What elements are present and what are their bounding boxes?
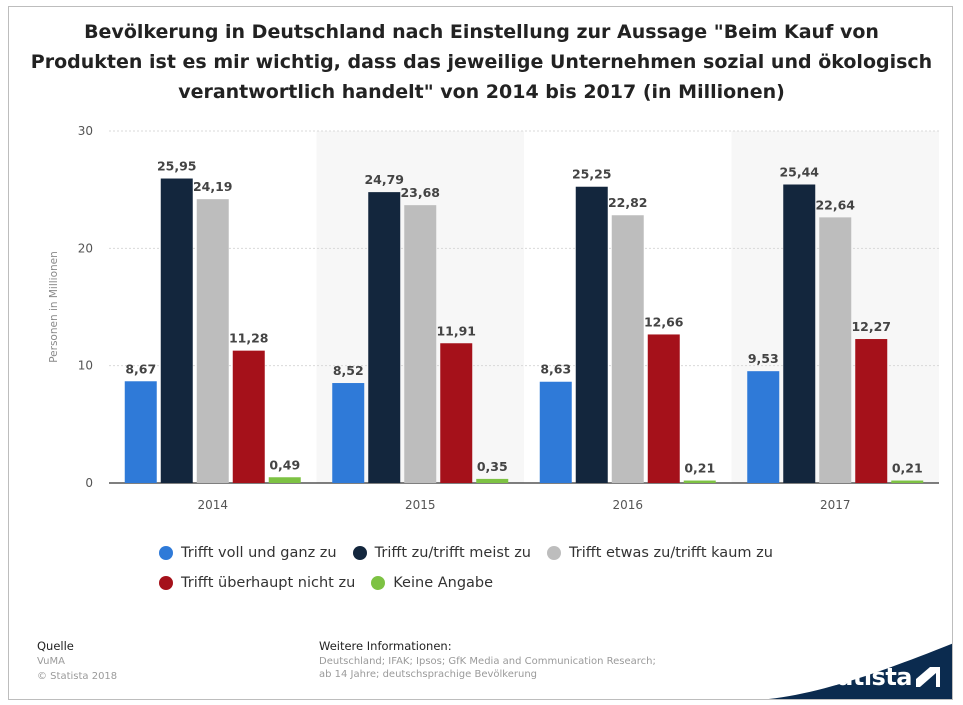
data-label: 0,21 — [892, 461, 923, 476]
legend-dot-icon — [159, 546, 173, 560]
data-label: 9,53 — [748, 351, 779, 366]
y-tick-label: 30 — [78, 124, 93, 138]
legend-label: Trifft überhaupt nicht zu — [181, 575, 356, 591]
data-label: 23,68 — [400, 185, 440, 200]
bar — [783, 184, 816, 483]
data-label: 0,35 — [477, 459, 508, 474]
bar — [539, 381, 572, 483]
source-line-2: © Statista 2018 — [37, 671, 118, 682]
bar — [332, 383, 365, 483]
bar — [232, 350, 265, 483]
data-label: 25,25 — [572, 167, 612, 182]
bar — [440, 343, 473, 483]
source-line-1: VuMA — [37, 656, 65, 667]
y-tick-label: 0 — [85, 476, 93, 490]
data-label: 24,79 — [364, 172, 404, 187]
legend-label: Trifft zu/trifft meist zu — [374, 545, 531, 561]
data-label: 8,67 — [125, 361, 156, 376]
bar — [196, 199, 229, 484]
bar — [575, 186, 608, 483]
bar — [647, 334, 680, 483]
data-label: 8,63 — [540, 362, 571, 377]
x-tick-label: 2015 — [405, 498, 436, 512]
bar — [368, 192, 401, 483]
data-label: 12,66 — [644, 314, 684, 329]
legend-item[interactable]: Trifft zu/trifft meist zu — [352, 545, 531, 561]
x-tick-label: 2016 — [612, 498, 643, 512]
legend-item[interactable]: Trifft überhaupt nicht zu — [159, 575, 355, 591]
y-tick-label: 20 — [78, 241, 93, 255]
statista-logo-band — [768, 643, 952, 699]
bar-chart: 0 10 20 30 Personen in Millionen 8,67 25,95 24,… — [48, 124, 939, 512]
statista-logo-icon — [916, 667, 940, 687]
info-label: Weitere Informationen: — [319, 639, 452, 653]
data-label: 12,27 — [851, 319, 891, 334]
data-label: 0,49 — [269, 457, 300, 472]
legend-label: Trifft voll und ganz zu — [181, 545, 337, 561]
bar — [124, 381, 157, 483]
bar — [611, 215, 644, 483]
legend-dot-icon — [547, 546, 561, 560]
legend-item[interactable]: Trifft voll und ganz zu — [159, 545, 337, 561]
bar — [160, 178, 193, 483]
legend-dot-icon — [352, 546, 367, 560]
bar — [404, 205, 437, 483]
legend-label: Keine Angabe — [393, 575, 494, 591]
x-tick-label: 2017 — [820, 498, 851, 512]
bar — [891, 480, 924, 483]
data-label: 25,95 — [157, 159, 197, 174]
legend-item[interactable]: Keine Angabe — [371, 575, 493, 591]
data-label: 24,19 — [193, 179, 233, 194]
chart-frame: Bevölkerung in Deutschland nach Einstell… — [8, 6, 953, 700]
bar — [268, 477, 301, 483]
data-label: 22,82 — [608, 195, 648, 210]
legend-dot-icon — [159, 576, 173, 590]
data-label: 11,91 — [436, 323, 476, 338]
bar — [476, 478, 509, 483]
data-label: 22,64 — [815, 197, 855, 212]
bar — [819, 217, 852, 483]
data-label: 8,52 — [333, 363, 364, 378]
legend-label: Trifft etwas zu/trifft kaum zu — [569, 545, 773, 561]
source-label: Quelle — [37, 639, 74, 653]
statista-logo[interactable]: statista — [812, 663, 912, 691]
bar — [683, 480, 716, 483]
x-tick-label: 2014 — [197, 498, 228, 512]
data-label: 0,21 — [684, 461, 715, 476]
data-label: 11,28 — [229, 331, 269, 346]
chart-legend: Trifft voll und ganz zu Trifft zu/trifft … — [159, 545, 919, 605]
chart-title: Bevölkerung in Deutschland nach Einstell… — [30, 21, 933, 103]
legend-dot-icon — [371, 576, 386, 590]
info-line-1: Deutschland; IFAK; Ipsos; GfK Media and … — [319, 656, 656, 667]
y-axis-label: Personen in Millionen — [48, 251, 60, 363]
bar — [855, 339, 888, 483]
legend-item[interactable]: Trifft etwas zu/trifft kaum zu — [547, 545, 773, 561]
bar — [747, 371, 780, 483]
data-label: 25,44 — [779, 165, 819, 180]
y-tick-label: 10 — [78, 359, 93, 373]
info-line-2: ab 14 Jahre; deutschsprachige Bevölkerun… — [319, 669, 538, 680]
